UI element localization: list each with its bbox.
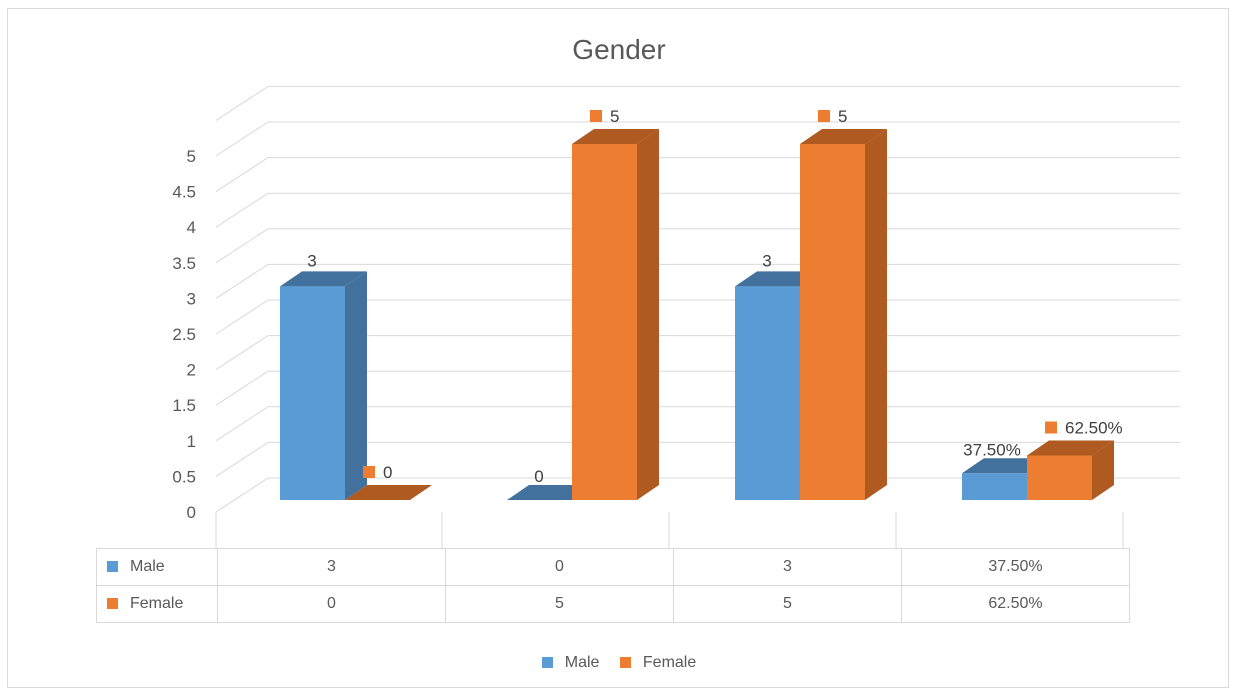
y-tick-label: 0	[187, 503, 196, 522]
table-row-male: Male 3 0 3 37.50%	[96, 548, 1130, 586]
y-tick-label: 0.5	[172, 467, 196, 486]
table-cell: 0	[217, 585, 446, 623]
bar-male-side	[345, 271, 367, 500]
table-cell: 0	[445, 548, 674, 586]
wall-gridline	[215, 335, 269, 371]
wall-gridline	[215, 441, 269, 477]
table-series-label: Female	[96, 585, 218, 623]
y-tick-label: 1.5	[172, 396, 196, 415]
table-row-female: Female 0 5 5 62.50%	[96, 585, 1130, 623]
y-tick-label: 4	[187, 218, 196, 237]
y-tick-label: 4.5	[172, 183, 196, 202]
data-label-female: 5	[610, 107, 619, 126]
series-name: Female	[130, 595, 184, 612]
wall-gridline	[215, 157, 269, 193]
y-tick-label: 1	[187, 432, 196, 451]
wall-gridline	[215, 406, 269, 442]
wall-gridline	[215, 299, 269, 335]
bar-female-front	[572, 144, 637, 500]
wall-gridline	[215, 370, 269, 406]
data-label-male: 37.50%	[963, 440, 1021, 459]
bar-female-side	[1092, 440, 1114, 500]
table-cell: 37.50%	[901, 548, 1130, 586]
bar-female-front	[800, 144, 865, 500]
table-cell: 3	[673, 548, 902, 586]
female-key-swatch	[107, 598, 118, 609]
table-cell: 5	[673, 585, 902, 623]
data-label-key	[818, 110, 830, 122]
table-cell: 5	[445, 585, 674, 623]
bar-female-top	[800, 129, 887, 144]
male-swatch	[541, 657, 553, 668]
wall-gridline	[215, 477, 269, 513]
legend-item-female: Female	[619, 654, 697, 672]
data-label-key	[590, 110, 602, 122]
bar-male-front	[280, 286, 345, 500]
chart-legend: Male Female	[0, 654, 1238, 672]
data-label-female: 0	[383, 463, 392, 482]
bar-female-top	[572, 129, 659, 144]
bar-male-front	[962, 473, 1027, 500]
y-tick-label: 2	[187, 361, 196, 380]
y-tick-label: 2.5	[172, 325, 196, 344]
data-label-female: 5	[838, 107, 847, 126]
bar-female-side	[865, 129, 887, 500]
legend-label: Female	[642, 654, 697, 671]
y-tick-label: 3	[187, 289, 196, 308]
data-label-male: 0	[534, 467, 543, 486]
data-label-male: 3	[307, 251, 316, 270]
wall-gridline	[215, 228, 269, 264]
bar-male-front	[735, 286, 800, 500]
chart-title: Gender	[572, 34, 666, 65]
legend-item-male: Male	[541, 654, 600, 672]
data-label-key	[1045, 421, 1057, 434]
table-cell: 3	[217, 548, 446, 586]
wall-gridline	[215, 121, 269, 157]
bar-female-front	[1027, 455, 1092, 500]
wall-gridline	[215, 85, 269, 121]
data-label-female: 62.50%	[1065, 419, 1123, 438]
data-label-male: 3	[762, 251, 771, 270]
y-tick-label: 3.5	[172, 254, 196, 273]
wall-gridline	[215, 192, 269, 228]
table-series-label: Male	[96, 548, 218, 586]
male-key-swatch	[107, 561, 118, 572]
wall-gridline	[215, 263, 269, 299]
bar-male-top	[280, 271, 367, 287]
data-label-key	[363, 466, 375, 478]
series-name: Male	[130, 558, 165, 575]
bar-female-top	[345, 485, 432, 500]
bar-female-top	[1027, 440, 1114, 456]
y-tick-label: 5	[187, 147, 196, 166]
data-table: Male 3 0 3 37.50% Female 0 5 5 62.50%	[96, 548, 1130, 623]
bar-female-side	[637, 129, 659, 500]
table-cell: 62.50%	[901, 585, 1130, 623]
legend-label: Male	[564, 654, 600, 671]
female-swatch	[619, 657, 631, 668]
